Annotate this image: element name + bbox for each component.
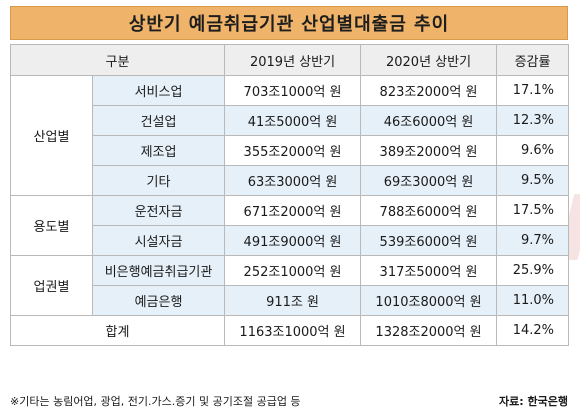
row-label: 건설업: [91, 105, 226, 136]
row-2020: 823조2000억 원: [360, 75, 498, 106]
row-2020: 317조5000억 원: [360, 255, 498, 286]
row-2020: 1010조8000억 원: [360, 285, 498, 316]
row-2020: 389조2000억 원: [360, 135, 498, 166]
title-text: 상반기 예금취급기관 산업별대출금 추이: [128, 14, 450, 35]
row-rate: 11.0%: [496, 285, 570, 316]
row-label: 제조업: [91, 135, 226, 166]
table-row: 제조업 355조2000억 원 389조2000억 원 9.6%: [11, 135, 570, 166]
row-2019: 355조2000억 원: [224, 135, 362, 166]
row-rate: 9.7%: [496, 225, 570, 256]
row-rate: 9.5%: [496, 165, 570, 196]
header-category: 구분: [9, 44, 226, 76]
row-rate: 25.9%: [496, 255, 570, 286]
total-rate: 14.2%: [496, 315, 570, 346]
table-row: 예금은행 911조 원 1010조8000억 원 11.0%: [11, 285, 570, 316]
row-2019: 703조1000억 원: [224, 75, 362, 106]
row-2019: 491조9000억 원: [224, 225, 362, 256]
header-rate: 증감률: [496, 44, 570, 76]
row-label: 비은행예금취급기관: [91, 255, 226, 286]
source-credit: 자료: 한국은행: [499, 395, 568, 408]
row-label: 운전자금: [91, 195, 226, 226]
row-label: 기타: [91, 165, 226, 196]
row-2020: 788조6000억 원: [360, 195, 498, 226]
row-rate: 17.1%: [496, 75, 570, 106]
total-label: 합계: [9, 315, 226, 346]
row-2020: 539조6000억 원: [360, 225, 498, 256]
loan-table: 구분 2019년 상반기 2020년 상반기 증감률 산업별 서비스업 703조…: [9, 44, 570, 346]
table-row: 건설업 41조5000억 원 46조6000억 원 12.3%: [11, 105, 570, 136]
table-title: 상반기 예금취급기관 산업별대출금 추이: [10, 6, 568, 40]
table-row: 산업별 서비스업 703조1000억 원 823조2000억 원 17.1%: [10, 75, 570, 196]
total-2020: 1328조2000억 원: [360, 315, 498, 346]
row-label: 예금은행: [91, 285, 226, 316]
row-2019: 671조2000억 원: [224, 195, 362, 226]
row-label: 시설자금: [91, 225, 226, 256]
row-rate: 17.5%: [496, 195, 570, 226]
row-2019: 252조1000억 원: [224, 255, 362, 286]
row-rate: 9.6%: [496, 135, 570, 166]
group-purpose: 용도별: [10, 195, 93, 256]
footnote: ※기타는 농림어업, 광업, 전기.가스.증기 및 공기조절 공급업 등: [10, 395, 301, 408]
row-2020: 69조3000억 원: [360, 165, 498, 196]
table-row: 기타 63조3000억 원 69조3000억 원 9.5%: [11, 165, 570, 196]
group-sector: 업권별: [10, 255, 93, 316]
row-2019: 41조5000억 원: [224, 105, 362, 136]
group-industry: 산업별: [10, 75, 93, 196]
row-rate: 12.3%: [496, 105, 570, 136]
row-2019: 911조 원: [224, 285, 362, 316]
table-row: 용도별 운전자금 671조2000억 원 788조6000억 원 17.5%: [10, 195, 570, 256]
header-2019: 2019년 상반기: [224, 44, 362, 76]
table-row: 시설자금 491조9000억 원 539조6000억 원 9.7%: [11, 225, 570, 256]
header-2020: 2020년 상반기: [360, 44, 498, 76]
table-row: 업권별 비은행예금취급기관 252조1000억 원 317조5000억 원 25…: [10, 255, 570, 316]
row-2020: 46조6000억 원: [360, 105, 498, 136]
total-row: 합계 1163조1000억 원 1328조2000억 원 14.2%: [9, 315, 570, 346]
total-2019: 1163조1000억 원: [224, 315, 362, 346]
row-2019: 63조3000억 원: [224, 165, 362, 196]
header-row: 구분 2019년 상반기 2020년 상반기 증감률: [9, 44, 570, 76]
row-label: 서비스업: [91, 75, 226, 106]
